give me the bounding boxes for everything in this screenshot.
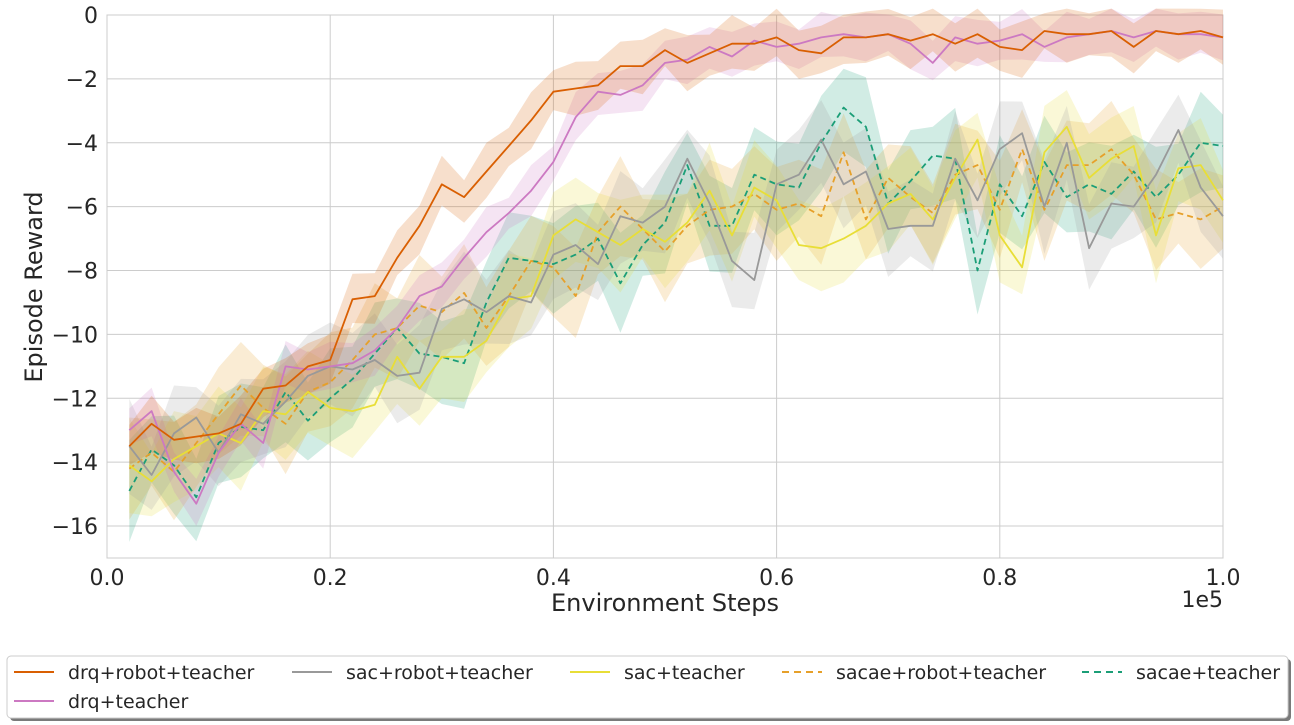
series-line-sac+robot+teacher xyxy=(128,129,1224,476)
band-sac+robot+teacher xyxy=(129,94,1223,510)
y-tick-label: −10 xyxy=(52,323,98,348)
series-line-drq+robot+teacher xyxy=(128,30,1224,447)
plot-area xyxy=(106,14,1224,559)
series-line-sac+teacher xyxy=(128,125,1224,483)
legend-label-sac+robot+teacher: sac+robot+teacher xyxy=(346,662,533,684)
legend-label-sacae+teacher: sacae+teacher xyxy=(1136,662,1280,684)
y-tick-labels: 0 −2 −4 −6 −8 −10 −12 −14 −16 xyxy=(52,4,98,540)
x-axis-label: Environment Steps xyxy=(551,589,779,617)
x-tick-label: 0.0 xyxy=(90,566,125,591)
y-tick-label: 0 xyxy=(84,4,98,29)
x-tick-label: 0.4 xyxy=(536,566,571,591)
series-line-sacae+robot+teacher xyxy=(128,148,1224,473)
y-axis-label: Episode Reward xyxy=(20,191,48,382)
x-tick-label: 0.2 xyxy=(313,566,348,591)
y-tick-label: −2 xyxy=(66,68,98,93)
x-tick-label: 0.8 xyxy=(982,566,1017,591)
y-tick-label: −8 xyxy=(66,260,98,285)
y-tick-label: −16 xyxy=(52,515,98,540)
y-tick-label: −4 xyxy=(66,132,98,157)
band-sac+teacher xyxy=(129,90,1223,517)
x-tick-label: 1.0 xyxy=(1206,566,1241,591)
legend-label-sacae+robot+teacher: sacae+robot+teacher xyxy=(836,662,1046,684)
y-tick-label: −12 xyxy=(52,387,98,412)
y-tick-label: −14 xyxy=(52,451,98,476)
series-lines xyxy=(128,30,1224,505)
x-tick-labels: 0.0 0.2 0.4 0.6 0.8 1.0 xyxy=(90,566,1241,591)
x-tick-label: 0.6 xyxy=(759,566,794,591)
x-offset-text: 1e5 xyxy=(1181,588,1223,613)
band-sacae+robot+teacher xyxy=(129,101,1223,521)
legend-label-drq+teacher: drq+teacher xyxy=(68,691,188,713)
series-line-drq+teacher xyxy=(128,30,1224,505)
legend: drq+robot+teacher sac+robot+teacher sac+te… xyxy=(6,655,1291,721)
legend-label-sac+teacher: sac+teacher xyxy=(624,662,745,684)
legend-label-drq+robot+teacher: drq+robot+teacher xyxy=(68,662,255,684)
y-tick-label: −6 xyxy=(66,196,98,221)
